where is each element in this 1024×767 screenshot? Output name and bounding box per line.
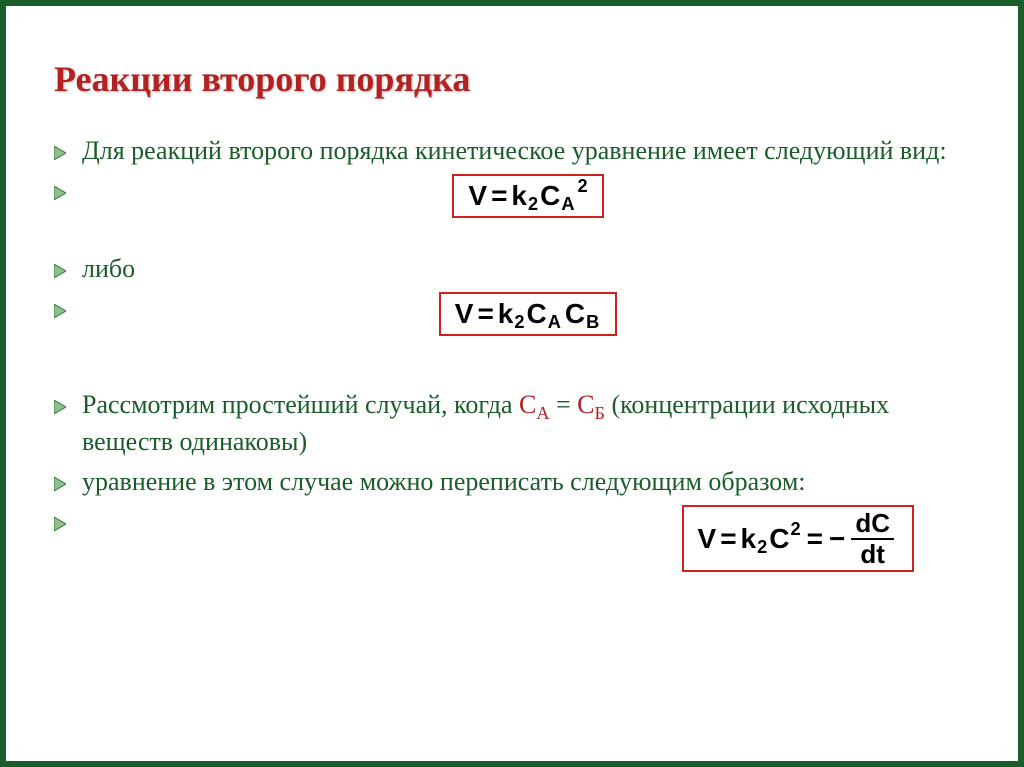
eq-sup: 2 xyxy=(790,520,800,538)
chevron-right-icon xyxy=(54,505,82,537)
chevron-right-icon xyxy=(54,134,82,166)
bullet-2: либо xyxy=(54,252,974,286)
equation-3-wrap: V = k 2 C 2 = − dC dt xyxy=(82,505,974,572)
eq-op: = xyxy=(807,525,823,553)
chevron-right-icon xyxy=(54,465,82,497)
eq-var: V xyxy=(698,525,717,553)
text-cb-sub: Б xyxy=(595,403,605,423)
eq-sup: 2 xyxy=(578,177,588,195)
eq-sub: 2 xyxy=(528,195,538,213)
spacer xyxy=(54,370,974,388)
spacer xyxy=(54,342,974,370)
chevron-right-icon xyxy=(54,292,82,324)
bullet-3-text: Рассмотрим простейший случай, когда СА =… xyxy=(82,388,974,460)
eq-sub: B xyxy=(586,313,599,331)
eq-sub: A xyxy=(548,313,561,331)
spacer xyxy=(54,224,974,252)
eq-fraction-num: dC xyxy=(851,509,894,538)
eq-var: k xyxy=(498,300,514,328)
bullet-3: Рассмотрим простейший случай, когда СА =… xyxy=(54,388,974,460)
eq-sub: 2 xyxy=(757,538,767,556)
eq-sub: A xyxy=(561,195,574,213)
bullet-eq3: V = k 2 C 2 = − dC dt xyxy=(54,505,974,572)
eq-var: C xyxy=(540,182,560,210)
slide-title: Реакции второго порядка xyxy=(54,58,470,100)
bullet-eq1: V = k 2 C A 2 xyxy=(54,174,974,218)
bullet-1: Для реакций второго порядка кинетическое… xyxy=(54,134,974,168)
eq-op: − xyxy=(829,525,845,553)
bullet-4: уравнение в этом случае можно переписать… xyxy=(54,465,974,499)
bullet-2-text: либо xyxy=(82,252,135,286)
eq-sub: 2 xyxy=(514,313,524,331)
bullet-4-text: уравнение в этом случае можно переписать… xyxy=(82,465,806,499)
chevron-right-icon xyxy=(54,174,82,206)
eq-var: C xyxy=(527,300,547,328)
text-ca-sub: А xyxy=(536,403,549,423)
eq-var: k xyxy=(741,525,757,553)
eq-op: = xyxy=(477,300,493,328)
eq-var: V xyxy=(455,300,474,328)
equation-2: V = k 2 C A C B xyxy=(439,292,618,336)
text-fragment: = xyxy=(549,390,577,419)
equation-2-wrap: V = k 2 C A C B xyxy=(82,292,974,336)
eq-fraction-den: dt xyxy=(856,540,889,569)
slide: Реакции второго порядка Для реакций втор… xyxy=(6,6,1018,761)
equation-1: V = k 2 C A 2 xyxy=(452,174,603,218)
bullet-eq2: V = k 2 C A C B xyxy=(54,292,974,336)
text-ca: С xyxy=(519,390,536,419)
bullet-1-text: Для реакций второго порядка кинетическое… xyxy=(82,134,947,168)
eq-var: k xyxy=(511,182,527,210)
chevron-right-icon xyxy=(54,388,82,420)
eq-fraction: dC dt xyxy=(851,509,894,568)
eq-var: C xyxy=(769,525,789,553)
equation-3: V = k 2 C 2 = − dC dt xyxy=(682,505,915,572)
text-fragment: Рассмотрим простейший случай, когда xyxy=(82,390,519,419)
eq-var: V xyxy=(468,182,487,210)
eq-op: = xyxy=(720,525,736,553)
content-area: Для реакций второго порядка кинетическое… xyxy=(54,134,974,578)
chevron-right-icon xyxy=(54,252,82,284)
eq-var: C xyxy=(565,300,585,328)
text-cb: С xyxy=(577,390,594,419)
equation-1-wrap: V = k 2 C A 2 xyxy=(82,174,974,218)
eq-op: = xyxy=(491,182,507,210)
